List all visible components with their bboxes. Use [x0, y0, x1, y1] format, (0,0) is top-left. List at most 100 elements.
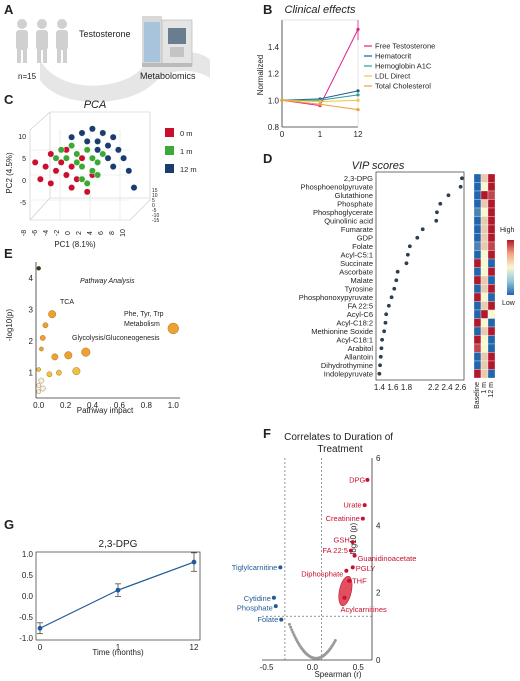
panel-letter-e: E: [4, 246, 13, 261]
chart-f-ytick: 4: [376, 521, 381, 530]
chart-c-ytick: -5: [20, 200, 26, 207]
chart-b-legend-label: Hemoglobin A1C: [375, 62, 432, 71]
chart-c-xtick: 4: [87, 231, 94, 235]
chart-c-xtick: -8: [21, 230, 28, 236]
chart-c-point: [89, 167, 96, 175]
chart-c-point: [89, 154, 96, 162]
chart-b-point: [356, 93, 360, 97]
chart-c-xtick: 6: [98, 231, 105, 235]
chart-b-title: Clinical effects: [285, 4, 356, 16]
chart-f-ytick: 6: [376, 454, 381, 463]
chart-d-heat-cell: [473, 207, 482, 217]
chart-c-point: [109, 133, 117, 141]
chart-d-heat-cell: [487, 318, 496, 328]
chart-d-heat-cell: [473, 352, 482, 362]
chart-d-heat-cell: [480, 301, 489, 311]
chart-e-ytick: 4: [29, 274, 34, 283]
chart-d-plot: 2,3-DPGPhosphoenolpyruvateGlutathionePho…: [299, 171, 467, 392]
chart-c-point: [104, 142, 112, 150]
chart-c-point: [68, 163, 76, 171]
chart-c-point: [37, 175, 44, 183]
chart-d-heat-column-label: 12 m: [488, 382, 495, 398]
chart-f-title-line1: Correlates to Duration of: [284, 432, 393, 443]
chart-c-ztick: 10: [152, 193, 158, 199]
chart-c-xtick: -4: [43, 230, 50, 236]
chart-d-heat-cell: [480, 292, 489, 302]
chart-c-point: [57, 158, 65, 166]
chart-c-point: [68, 184, 76, 192]
chart-g-xtick: 0: [38, 643, 43, 652]
chart-c-ztick: 0: [152, 203, 155, 209]
chart-f-point: [271, 595, 276, 600]
chart-f-point: [342, 595, 347, 600]
ann-phe-tyr-trp: Phe, Tyr, Trp Metabolism: [124, 311, 166, 328]
chart-f-point-label: GSH: [333, 536, 349, 545]
chart-f-background-point: [333, 639, 337, 643]
chart-f-title-line2: Treatment: [317, 444, 362, 455]
chart-d-category-label: Indolepyruvate: [324, 369, 373, 378]
chart-d-point: [404, 261, 409, 266]
panel-letter-f: F: [263, 426, 271, 441]
chart-f-point-label: Creatinine: [326, 514, 360, 523]
chart-c-point: [52, 154, 60, 162]
chart-c-legend-swatch: [165, 128, 174, 137]
chart-d-heat-cell: [480, 369, 489, 379]
chart-g-ytick: 0.0: [22, 592, 34, 601]
chart-d-heat-cell: [487, 326, 496, 336]
chart-d-heat-cell: [487, 258, 496, 268]
chart-c-point: [68, 133, 76, 141]
chart-f-point-label: Acylcarnitines: [341, 605, 388, 614]
chart-d-point: [380, 337, 384, 342]
chart-e-plot: 1 2 3 4 0.0 0.2 0.4 0.6 0.8 1.0: [29, 262, 180, 410]
method-label: Metabolomics: [140, 71, 196, 81]
chart-c-ytick: 0: [22, 178, 26, 185]
chart-c-xtick: -6: [32, 230, 39, 236]
chart-d-category-label: Acyl-C5:1: [340, 250, 373, 259]
chart-d-heat-cell: [473, 182, 482, 192]
chart-d-point: [394, 278, 399, 283]
chart-b-xtick: 1: [318, 130, 323, 139]
chart-f-title: Correlates to Duration of Treatment: [284, 432, 396, 455]
chart-d-frame: [375, 171, 465, 381]
chart-d-point: [405, 252, 410, 257]
chart-c-point: [52, 167, 60, 175]
chart-d-heat-cell: [480, 173, 489, 183]
chart-c-point: [78, 163, 86, 171]
chart-d-category-label: Allantoin: [344, 352, 373, 361]
chart-e-point: [48, 310, 57, 319]
chart-g-xlabel: Time (months): [92, 648, 144, 657]
chart-d-heat-cell: [480, 224, 489, 234]
chart-c-point: [42, 163, 49, 171]
treatment-label: Testosterone: [79, 29, 131, 39]
chart-g-ytick: -0.5: [19, 613, 33, 622]
chart-d-heat-cell: [473, 199, 482, 209]
chart-d-heat-cell: [487, 284, 496, 294]
people-icon: [16, 19, 68, 63]
chart-e-point: [167, 322, 179, 335]
chart-d-heat-cell: [473, 241, 482, 251]
chart-d-heat-cell: [473, 267, 482, 277]
chart-d-heat-cell: [473, 301, 482, 311]
chart-c-ytick: 5: [22, 156, 26, 163]
chart-c-point: [94, 146, 102, 154]
chart-d-category-label: Methionine Soxide: [311, 327, 373, 336]
chart-f-point-label: FA 22:5: [322, 546, 347, 555]
chart-b-legend-label: Free Testosterone: [375, 42, 435, 51]
chart-f-point: [350, 540, 355, 545]
chart-g-point: [115, 587, 121, 593]
chart-d-category-label: Acyl-C18:1: [336, 335, 373, 344]
chart-g-xtick: 1: [116, 643, 121, 652]
chart-c-point: [63, 171, 70, 179]
chart-e-point: [39, 346, 44, 352]
chart-f-point: [344, 568, 349, 573]
chart-d-heat-cell: [480, 335, 489, 345]
chart-d-heat-cell: [473, 360, 482, 370]
chart-b-point: [280, 98, 284, 102]
chart-d-heat-cell: [480, 233, 489, 243]
chart-c-point: [83, 179, 91, 187]
panel-c: C PCA PC2 (4.5%) PC1 (8.1%) -8 -6 -4 -2 0 2 4 6…: [4, 92, 197, 249]
chart-g-frame: [35, 551, 201, 641]
chart-d-category-label: Fumarate: [341, 225, 373, 234]
chart-f-point-label: Tiglylcarnitine: [232, 563, 278, 572]
chart-e-point: [36, 367, 41, 372]
